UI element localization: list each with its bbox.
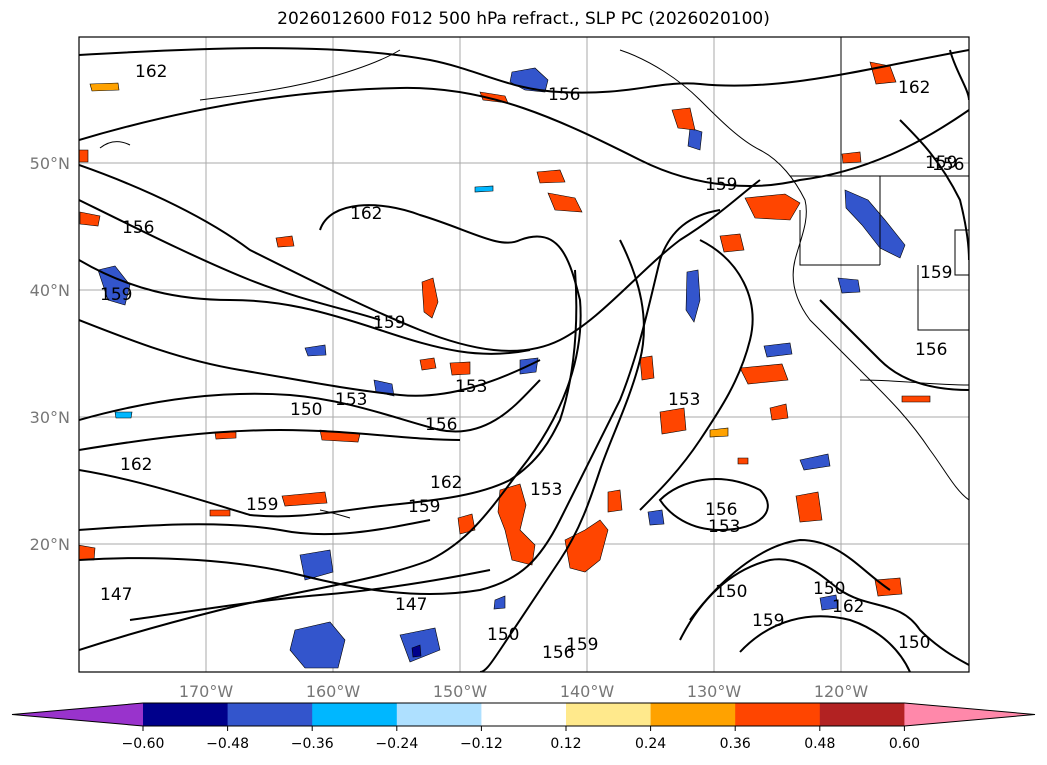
contour-label: 147 — [395, 595, 427, 615]
colorbar-segment — [650, 703, 736, 726]
contour-label: 147 — [100, 585, 132, 605]
contour-label: 159 — [920, 263, 952, 283]
contour-label: 159 — [246, 495, 278, 515]
contour-label: 150 — [487, 625, 519, 645]
lon-label-150w: 150°W — [433, 682, 488, 701]
colorbar-tick-label: −0.48 — [206, 736, 249, 752]
lon-label-130w: 130°W — [687, 682, 742, 701]
contour-label: 162 — [120, 455, 152, 475]
lon-label-160w: 160°W — [306, 682, 361, 701]
contour-label: 162 — [430, 473, 462, 493]
colorbar-ticks: −0.60 −0.48 −0.36 −0.24 −0.12 0.12 0.24 0.36 0.4… — [122, 726, 920, 752]
positive-anomaly-patches — [79, 61, 931, 597]
colorbar-extend-high — [904, 703, 1035, 726]
contour-label: 156 — [542, 643, 574, 663]
contour-label: 153 — [335, 390, 367, 410]
lat-label-50n: 50°N — [30, 154, 70, 173]
contour-label: 156 — [425, 415, 457, 435]
longitude-labels: 170°W 160°W 150°W 140°W 130°W 120°W — [179, 682, 869, 701]
coastlines — [99, 37, 969, 519]
colorbar-tick-label: −0.36 — [291, 736, 334, 752]
contour-label: 159 — [705, 175, 737, 195]
contour-label: 156 — [548, 85, 580, 105]
contour-label: 162 — [898, 78, 930, 98]
colorbar-segment — [481, 703, 567, 726]
colorbar-segment — [735, 703, 821, 726]
map-frame — [78, 36, 970, 673]
colorbar-tick-label: 0.24 — [635, 736, 666, 752]
map-area — [79, 37, 969, 672]
colorbar-segment — [396, 703, 482, 726]
contour-label: 162 — [832, 597, 864, 617]
lon-label-140w: 140°W — [560, 682, 615, 701]
contour-lines — [79, 47, 969, 672]
contour-label: 153 — [530, 480, 562, 500]
lon-label-120w: 120°W — [814, 682, 869, 701]
contour-label: 162 — [350, 204, 382, 224]
contour-label: 156 — [705, 500, 737, 520]
colorbar-tick-label: −0.60 — [122, 736, 165, 752]
colorbar-extend-low — [12, 703, 143, 726]
contour-label: 159 — [925, 153, 957, 173]
contour-label: 156 — [122, 218, 154, 238]
contour-label: 156 — [915, 340, 947, 360]
contour-label: 150 — [290, 400, 322, 420]
colorbar-tick-label: 0.48 — [804, 736, 835, 752]
colorbar — [11, 702, 1036, 727]
colorbar-tick-label: −0.12 — [460, 736, 503, 752]
contour-label: 156 — [932, 155, 964, 175]
colorbar-tick-label: 0.36 — [720, 736, 751, 752]
contour-label: 159 — [566, 635, 598, 655]
colorbar-segment — [566, 703, 652, 726]
map-title: 2026012600 F012 500 hPa refract., SLP PC… — [277, 9, 770, 29]
contour-label: 153 — [668, 390, 700, 410]
contour-label: 162 — [135, 62, 167, 82]
colorbar-tick-label: −0.24 — [375, 736, 418, 752]
contour-label: 159 — [373, 313, 405, 333]
colorbar-segment — [143, 703, 229, 726]
colorbar-segment — [227, 703, 313, 726]
contour-label: 153 — [455, 377, 487, 397]
colorbar-tick-label: 0.12 — [550, 736, 581, 752]
contour-labels: 162 156 162 159 162 156 159 159 159 153 … — [100, 62, 964, 663]
contour-label: 159 — [408, 497, 440, 517]
contour-label: 159 — [752, 611, 784, 631]
contour-label: 159 — [100, 285, 132, 305]
latitude-labels: 50°N 40°N 30°N 20°N — [30, 154, 70, 554]
colorbar-segment — [819, 703, 905, 726]
contour-label: 150 — [898, 633, 930, 653]
lat-label-20n: 20°N — [30, 535, 70, 554]
lon-label-170w: 170°W — [179, 682, 234, 701]
lat-label-40n: 40°N — [30, 281, 70, 300]
contour-label: 150 — [813, 579, 845, 599]
colorbar-tick-label: 0.60 — [889, 736, 920, 752]
contour-label: 153 — [708, 517, 740, 537]
colorbar-segment — [312, 703, 398, 726]
lat-label-30n: 30°N — [30, 408, 70, 427]
contour-label: 150 — [715, 582, 747, 602]
